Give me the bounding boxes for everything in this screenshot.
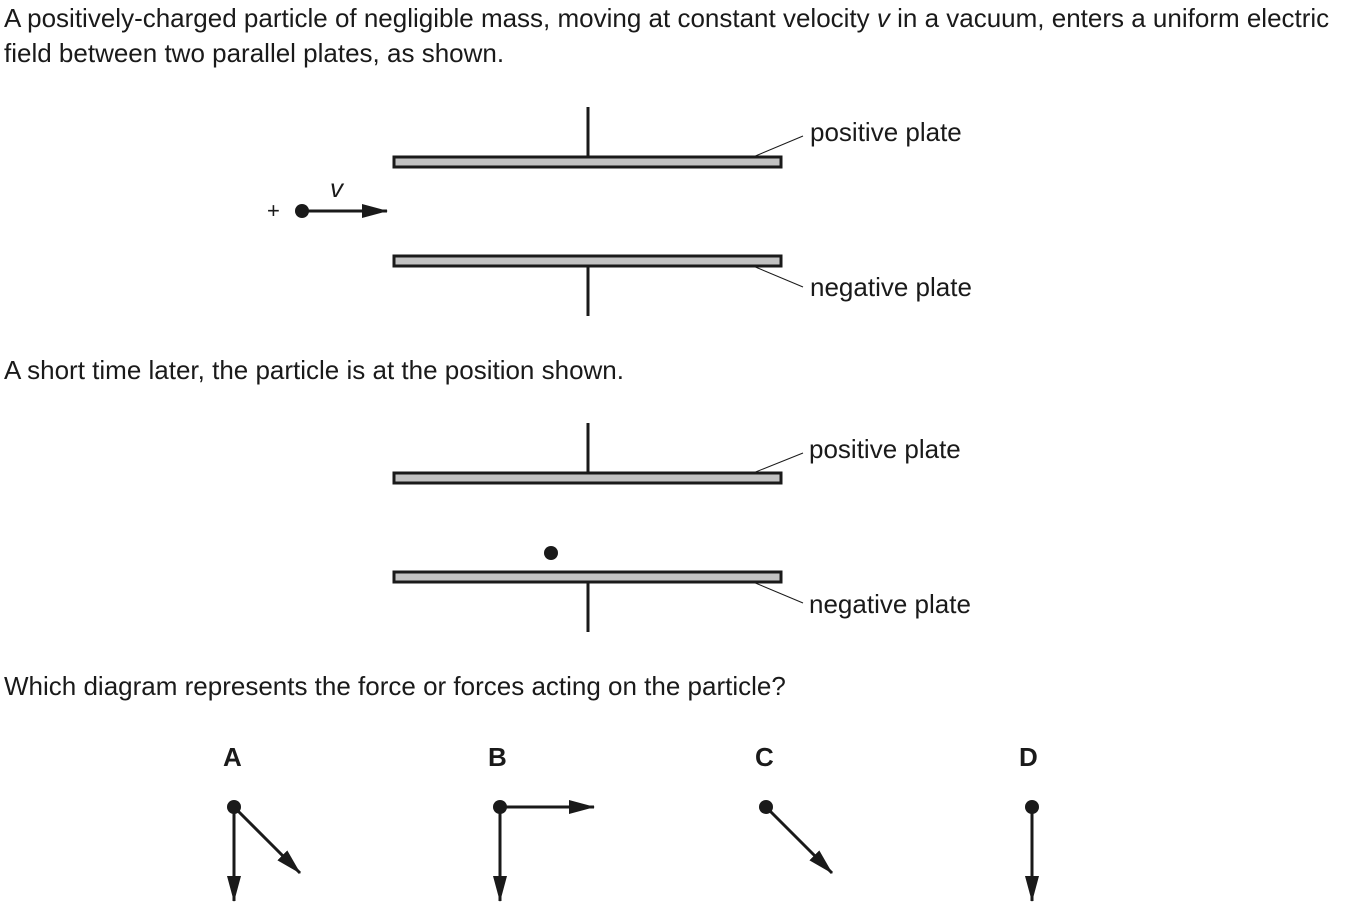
charge-sign: +: [267, 198, 280, 223]
positive-plate-leader: [752, 135, 804, 158]
negative-plate-leader: [752, 581, 804, 604]
force-arrow-down-right: [764, 805, 834, 875]
force-arrow-down-right: [232, 805, 302, 875]
charged-particle: [544, 546, 558, 560]
negative-plate-label: negative plate: [809, 589, 971, 619]
negative-plate: [392, 254, 783, 268]
field-diagram-entry: positive plate negative plate + v: [267, 107, 972, 316]
positive-plate-label: positive plate: [809, 434, 961, 464]
later-text: A short time later, the particle is at t…: [4, 355, 624, 385]
option-d[interactable]: D: [1019, 742, 1039, 902]
positive-plate-label: positive plate: [810, 117, 962, 147]
negative-plate: [392, 570, 783, 584]
field-diagram-later: positive plate negative plate: [392, 423, 971, 632]
positive-plate-leader: [752, 452, 804, 474]
option-label: D: [1019, 742, 1038, 772]
negative-plate-label: negative plate: [810, 272, 972, 302]
intro-part1: A positively-charged particle of negligi…: [4, 3, 877, 33]
intro-text: A positively-charged particle of negligi…: [4, 1, 1344, 71]
option-a[interactable]: A: [223, 742, 302, 902]
option-label: A: [223, 742, 242, 772]
option-label: B: [488, 742, 507, 772]
positive-plate: [392, 155, 783, 169]
question-text: Which diagram represents the force or fo…: [4, 671, 786, 701]
velocity-symbol: v: [876, 3, 890, 33]
option-label: C: [755, 742, 774, 772]
intro-part2: in a vacuum, enters a uniform electric f…: [4, 3, 1330, 68]
positive-plate: [392, 471, 783, 485]
velocity-label: v: [330, 173, 345, 203]
negative-plate-leader: [752, 265, 804, 288]
option-c[interactable]: C: [755, 742, 834, 875]
option-b[interactable]: B: [488, 742, 595, 902]
